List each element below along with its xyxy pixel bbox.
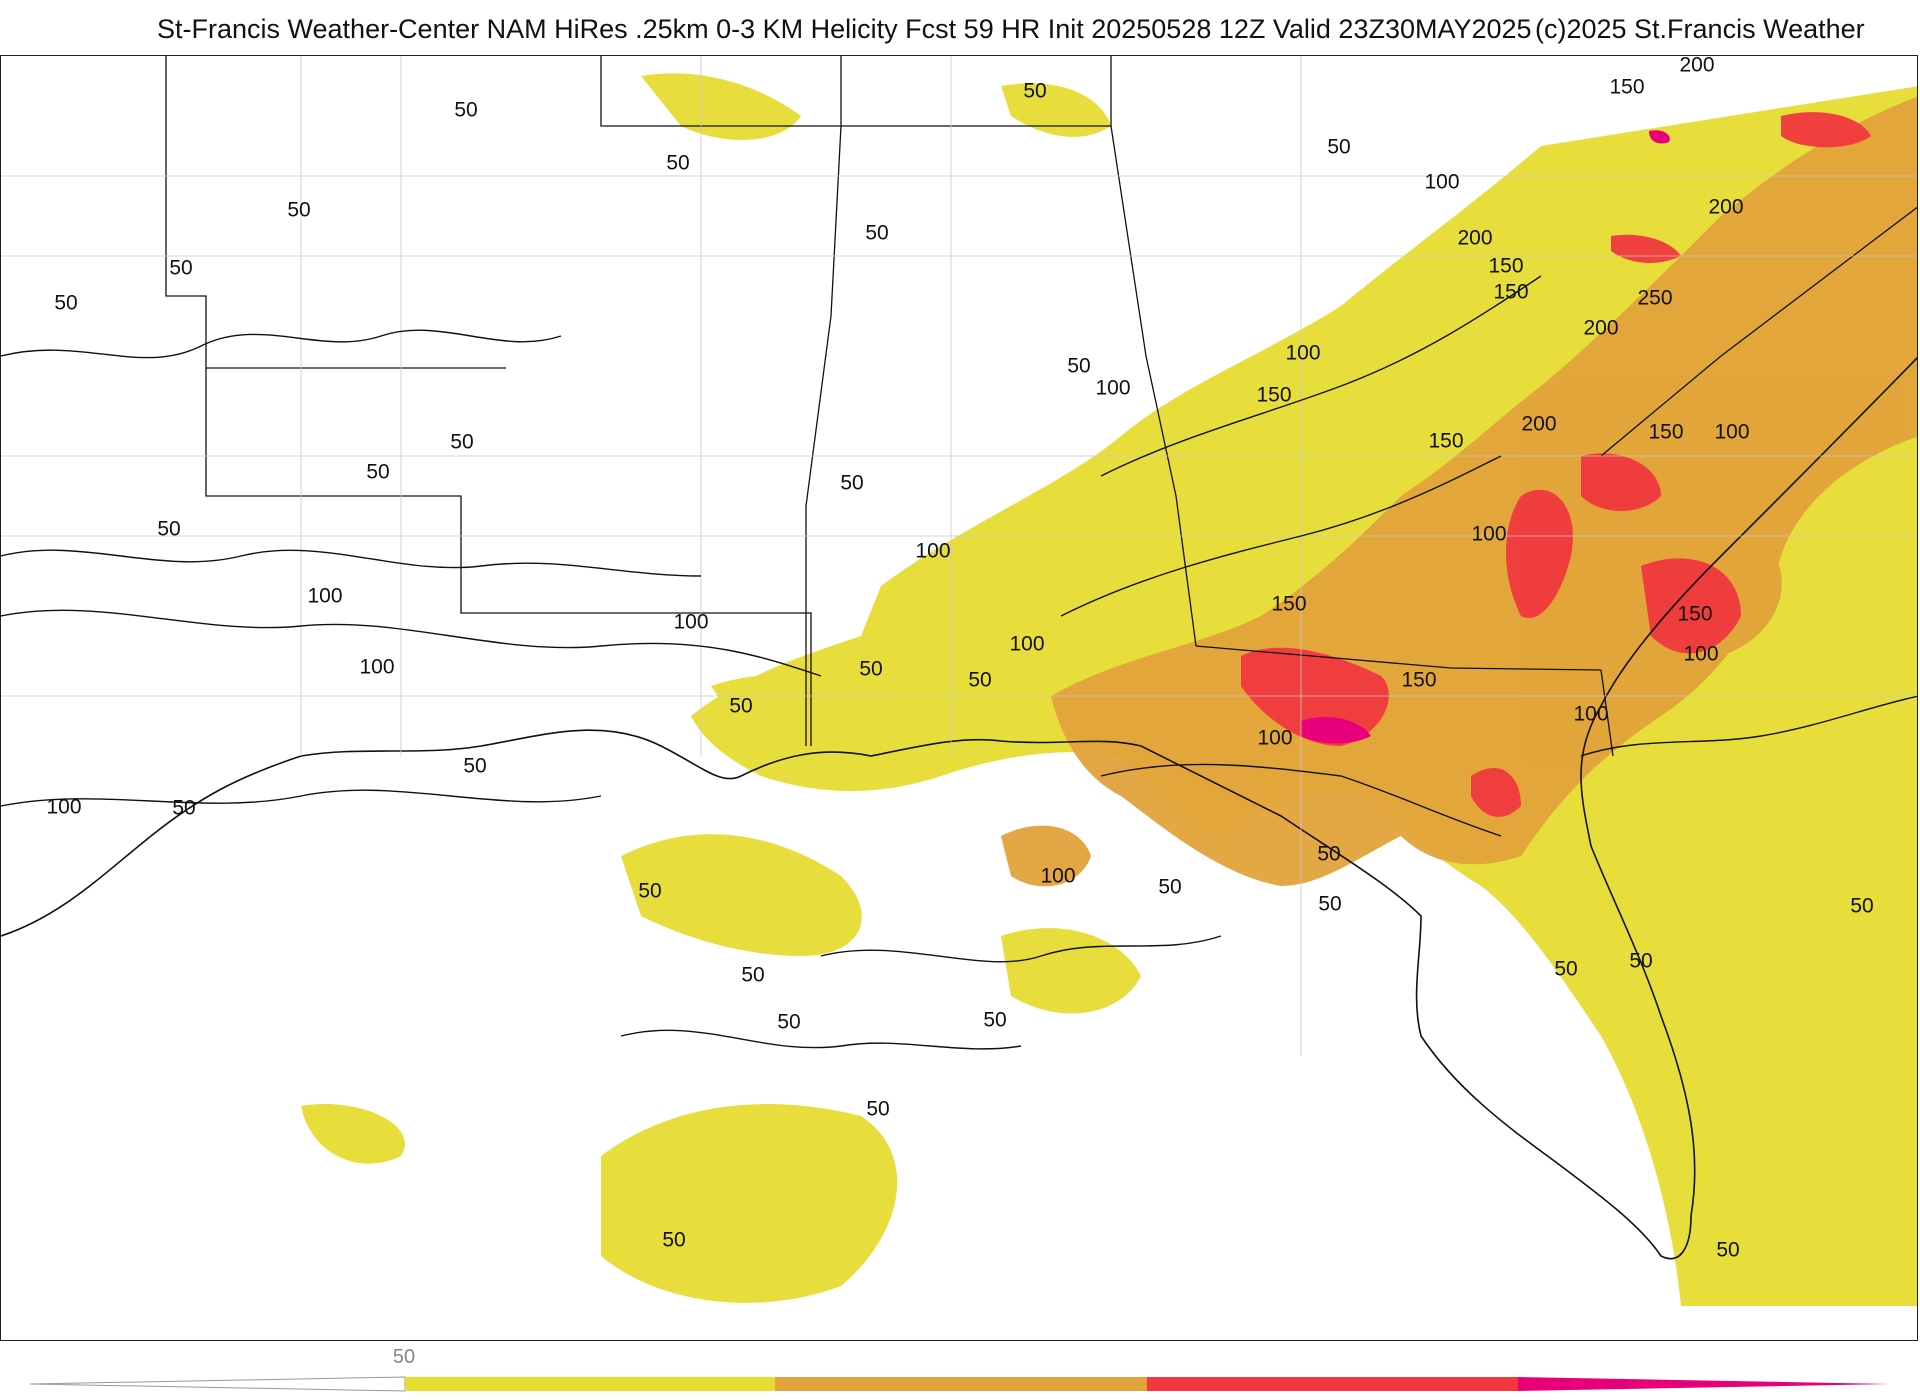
contour-label: 50 bbox=[865, 222, 888, 245]
colorbar-high-arrow bbox=[1518, 1377, 1890, 1391]
contour-label: 150 bbox=[1428, 430, 1463, 453]
contour-label: 50 bbox=[777, 1011, 800, 1034]
contour-label: 50 bbox=[968, 669, 991, 692]
coastline bbox=[1, 356, 1917, 1260]
contour-label: 100 bbox=[46, 796, 81, 819]
contour-label: 150 bbox=[1401, 669, 1436, 692]
contour-label: 50 bbox=[463, 755, 486, 778]
contour-label: 100 bbox=[359, 656, 394, 679]
helicity-contours bbox=[1, 275, 1917, 1050]
contour-label: 50 bbox=[638, 880, 661, 903]
contour-label: 50 bbox=[1023, 80, 1046, 103]
contour-label: 50 bbox=[1158, 876, 1181, 899]
contour-label: 200 bbox=[1708, 196, 1743, 219]
contour-label: 100 bbox=[1040, 865, 1075, 888]
contour-label: 150 bbox=[1648, 421, 1683, 444]
contour-label: 50 bbox=[666, 152, 689, 175]
contour-label: 50 bbox=[1629, 950, 1652, 973]
contour-label: 50 bbox=[287, 199, 310, 222]
contour-label: 50 bbox=[859, 658, 882, 681]
contour-label: 50 bbox=[741, 964, 764, 987]
contour-label: 100 bbox=[1573, 703, 1608, 726]
colorbar bbox=[30, 1376, 1890, 1392]
helicity-map: 50 50 50 50 50 50 50 50 50 50 50 50 50 5… bbox=[0, 55, 1918, 1341]
contour-label: 50 bbox=[1554, 958, 1577, 981]
contour-label: 150 bbox=[1493, 281, 1528, 304]
contour-label: 50 bbox=[1317, 843, 1340, 866]
contour-label: 100 bbox=[1471, 523, 1506, 546]
map-title-bar: St-Francis Weather-Center NAM HiRes .25k… bbox=[0, 14, 1920, 54]
contour-label: 50 bbox=[157, 518, 180, 541]
contour-label: 250 bbox=[1637, 287, 1672, 310]
contour-label: 100 bbox=[1095, 377, 1130, 400]
copyright-notice: (c)2025 St.Francis Weather bbox=[1535, 14, 1865, 44]
contour-label: 50 bbox=[662, 1229, 685, 1252]
contour-label: 50 bbox=[729, 695, 752, 718]
county-lines bbox=[1, 56, 1917, 1056]
colorbar-low-arrow bbox=[30, 1376, 406, 1392]
contour-label: 100 bbox=[1009, 633, 1044, 656]
map-canvas: 50 50 50 50 50 50 50 50 50 50 50 50 50 5… bbox=[1, 56, 1917, 1306]
contour-label: 50 bbox=[172, 797, 195, 820]
colorbar-tick-label: 50 bbox=[392, 1346, 416, 1368]
contour-label: 100 bbox=[1424, 171, 1459, 194]
contour-label: 150 bbox=[1488, 255, 1523, 278]
contour-label: 150 bbox=[1677, 603, 1712, 626]
contour-label: 200 bbox=[1679, 56, 1714, 77]
contour-label: 100 bbox=[1714, 421, 1749, 444]
contour-label: 50 bbox=[1067, 355, 1090, 378]
contour-label: 150 bbox=[1271, 593, 1306, 616]
map-title: St-Francis Weather-Center NAM HiRes .25k… bbox=[157, 14, 1532, 44]
contour-label: 100 bbox=[307, 585, 342, 608]
contour-label: 150 bbox=[1256, 384, 1291, 407]
contour-label: 50 bbox=[840, 472, 863, 495]
contour-label: 100 bbox=[673, 611, 708, 634]
contour-label: 100 bbox=[915, 540, 950, 563]
colorbar-band-50 bbox=[405, 1377, 775, 1391]
contour-label: 200 bbox=[1521, 413, 1556, 436]
contour-label: 100 bbox=[1683, 643, 1718, 666]
contour-label: 50 bbox=[454, 99, 477, 122]
contour-label: 100 bbox=[1285, 342, 1320, 365]
contour-labels: 50 50 50 50 50 50 50 50 50 50 50 50 50 5… bbox=[46, 56, 1873, 1262]
contour-label: 50 bbox=[1327, 136, 1350, 159]
contour-label: 50 bbox=[1716, 1239, 1739, 1262]
contour-label: 200 bbox=[1457, 227, 1492, 250]
colorbar-band-100 bbox=[775, 1377, 1147, 1391]
contour-label: 150 bbox=[1609, 76, 1644, 99]
contour-label: 100 bbox=[1257, 727, 1292, 750]
contour-label: 50 bbox=[450, 431, 473, 454]
contour-label: 50 bbox=[983, 1009, 1006, 1032]
contour-label: 50 bbox=[1850, 895, 1873, 918]
contour-label: 50 bbox=[1318, 893, 1341, 916]
contour-label: 50 bbox=[866, 1098, 889, 1121]
contour-label: 50 bbox=[169, 257, 192, 280]
contour-label: 50 bbox=[54, 292, 77, 315]
colorbar-band-150 bbox=[1147, 1377, 1518, 1391]
contour-label: 200 bbox=[1583, 317, 1618, 340]
contour-label: 50 bbox=[366, 461, 389, 484]
helicity-shading-250 bbox=[1301, 130, 1670, 744]
